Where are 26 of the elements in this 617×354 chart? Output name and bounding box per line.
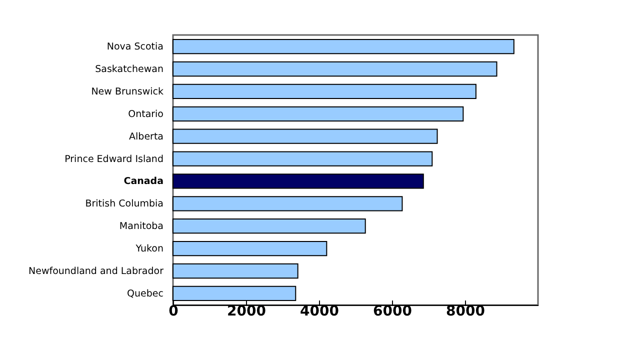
bar bbox=[172, 240, 328, 256]
y-tick-label: Saskatchewan bbox=[95, 64, 164, 75]
bar bbox=[172, 196, 403, 212]
y-tick-label: Nova Scotia bbox=[106, 42, 164, 53]
bar bbox=[172, 38, 514, 54]
y-tick-label: Alberta bbox=[129, 131, 164, 142]
bar bbox=[172, 263, 298, 279]
y-tick-label: Yukon bbox=[134, 244, 164, 255]
x-tick-label: 4000 bbox=[300, 304, 340, 320]
y-tick-label: Newfoundland and Labrador bbox=[28, 266, 164, 277]
bar bbox=[172, 218, 366, 234]
bar bbox=[172, 151, 433, 166]
y-tick-label: New Brunswick bbox=[91, 86, 164, 98]
bar bbox=[172, 61, 498, 77]
y-tick-label: Quebec bbox=[127, 288, 164, 300]
x-tick-label: 0 bbox=[168, 304, 179, 320]
bar bbox=[172, 84, 476, 100]
y-tick-label: Prince Edward Island bbox=[64, 154, 164, 165]
y-tick-label: Ontario bbox=[128, 108, 164, 120]
bar bbox=[172, 174, 424, 189]
y-tick-label: Manitoba bbox=[119, 221, 164, 232]
y-tick-label: Canada bbox=[124, 176, 164, 188]
bar bbox=[172, 286, 296, 302]
bar bbox=[172, 128, 438, 144]
bar bbox=[172, 106, 464, 122]
y-tick-label: British Columbia bbox=[85, 198, 164, 210]
